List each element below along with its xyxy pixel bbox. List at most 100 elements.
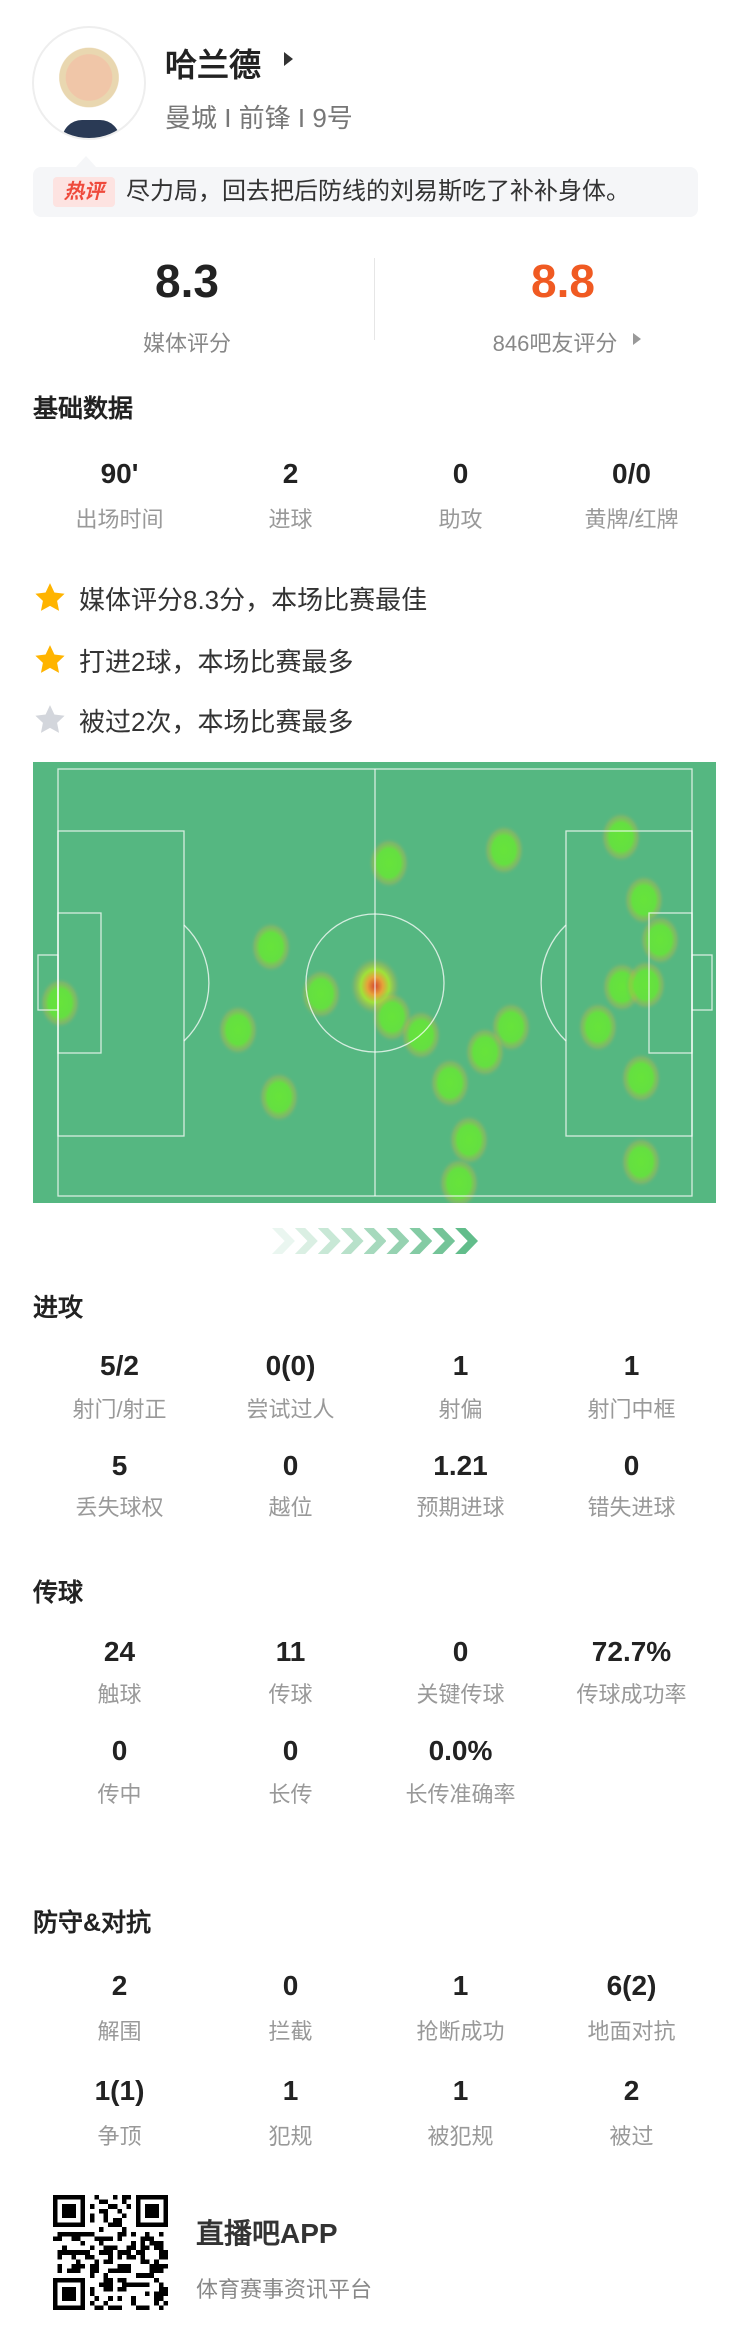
- stat-value: 0: [282, 1450, 299, 1481]
- fan-rating-link[interactable]: 846吧友评分: [492, 331, 618, 356]
- heat-blob: [577, 1001, 619, 1053]
- comment-pointer: [76, 156, 96, 167]
- left-penalty-box: [57, 830, 185, 1137]
- stat-value: 1: [282, 2075, 299, 2106]
- highlight-text: 被过2次，本场比赛最多: [79, 706, 354, 737]
- stat-value: 1: [623, 1350, 640, 1381]
- hot-comment-box[interactable]: [33, 167, 698, 217]
- chevron-right-icon: [294, 1228, 318, 1254]
- star-gold-icon: [35, 583, 65, 611]
- basic-section-title: 基础数据: [33, 395, 134, 423]
- heat-blob: [625, 959, 667, 1011]
- chevron-right-icon: [317, 1228, 341, 1254]
- stat-label: 犯规: [268, 2124, 313, 2149]
- heat-blob: [600, 811, 642, 863]
- player-name[interactable]: 哈兰德: [165, 47, 262, 83]
- stat-label: 地面对抗: [587, 2019, 676, 2044]
- stat-value: 0(0): [265, 1350, 316, 1381]
- defense-section-title: 防守&对抗: [33, 1909, 152, 1937]
- media-rating-label: 媒体评分: [142, 331, 231, 356]
- stat-label: 错失进球: [587, 1495, 676, 1520]
- right-penalty-arc: [540, 924, 567, 1042]
- stat-value: 1(1): [94, 2075, 145, 2106]
- heat-blob: [639, 914, 681, 966]
- stat-label: 被过: [609, 2124, 654, 2149]
- stat-label: 长传准确率: [405, 1782, 516, 1807]
- stat-label: 射门/射正: [72, 1397, 167, 1422]
- stat-value: 1: [452, 1350, 469, 1381]
- highlight-text: 打进2球，本场比赛最多: [79, 646, 354, 677]
- stat-label: 越位: [268, 1495, 313, 1520]
- stat-label: 尝试过人: [246, 1397, 335, 1422]
- stat-label: 传球: [268, 1682, 313, 1707]
- media-rating-value: 8.3: [155, 255, 219, 307]
- heat-blob: [620, 1052, 662, 1104]
- attack-section-title: 进攻: [33, 1294, 84, 1322]
- heat-blob: [464, 1026, 506, 1078]
- caret-right-icon[interactable]: [284, 52, 293, 66]
- heat-blob: [620, 1136, 662, 1188]
- chevron-right-icon: [272, 1228, 295, 1254]
- stat-value: 0: [452, 458, 469, 489]
- highlight-text: 媒体评分8.3分，本场比赛最佳: [79, 584, 428, 615]
- stat-value: 90': [100, 458, 139, 489]
- player-avatar[interactable]: [32, 26, 146, 140]
- stat-label: 传球成功率: [576, 1682, 687, 1707]
- heat-blob: [39, 977, 81, 1029]
- heat-blob: [217, 1004, 259, 1056]
- stat-value: 1.21: [433, 1450, 488, 1481]
- stat-value: 1: [452, 2075, 469, 2106]
- stat-value: 0: [452, 1636, 469, 1667]
- chevron-right-icon: [340, 1228, 364, 1254]
- pitch-lines: [37, 768, 713, 1203]
- stat-label: 射门中框: [587, 1397, 676, 1422]
- highlight-item: 媒体评分8.3分，本场比赛最佳: [33, 581, 427, 615]
- hot-comment-badge: 热评: [53, 177, 115, 207]
- stat-value: 11: [275, 1636, 306, 1667]
- stat-value: 0.0%: [428, 1735, 493, 1766]
- divider: [374, 258, 375, 340]
- hot-comment-text: 尽力局，回去把后防线的刘易斯吃了补补身体。: [126, 178, 630, 205]
- stat-value: 0: [111, 1735, 128, 1766]
- stat-value: 2: [623, 2075, 640, 2106]
- caret-right-icon[interactable]: [633, 333, 641, 345]
- stat-label: 解围: [97, 2019, 142, 2044]
- qr-code: [53, 2195, 168, 2310]
- heat-blob: [258, 1071, 300, 1123]
- heat-blob: [429, 1057, 471, 1109]
- stat-value: 24: [103, 1636, 136, 1667]
- stat-label: 关键传球: [416, 1682, 505, 1707]
- heat-blob: [438, 1157, 480, 1203]
- stat-label: 丢失球权: [75, 1495, 164, 1520]
- fan-rating-value: 8.8: [531, 255, 595, 307]
- heat-blob: [368, 837, 410, 889]
- heat-blob: [483, 824, 525, 876]
- stat-label: 预期进球: [416, 1495, 505, 1520]
- stat-value: 0: [282, 1970, 299, 2001]
- stat-value: 0: [282, 1735, 299, 1766]
- chevron-right-icon: [409, 1228, 433, 1254]
- app-name: 直播吧APP: [196, 2218, 338, 2249]
- left-penalty-arc: [183, 924, 210, 1042]
- stat-value: 1: [452, 1970, 469, 2001]
- stat-label: 助攻: [438, 507, 483, 532]
- stat-label: 抢断成功: [416, 2019, 505, 2044]
- stat-label: 出场时间: [75, 507, 164, 532]
- stat-label: 进球: [268, 507, 313, 532]
- player-subtitle: 曼城 I 前锋 I 9号: [165, 103, 353, 133]
- stat-label: 传中: [97, 1782, 142, 1807]
- stat-value: 2: [282, 458, 299, 489]
- passing-section-title: 传球: [33, 1579, 84, 1607]
- stat-label: 长传: [268, 1782, 313, 1807]
- chevron-right-icon: [455, 1228, 479, 1254]
- app-tagline: 体育赛事资讯平台: [196, 2277, 373, 2302]
- stat-label: 射偏: [438, 1397, 483, 1422]
- stat-value: 5/2: [100, 1350, 139, 1381]
- heat-blobs: [39, 811, 681, 1203]
- chevron-right-icon: [363, 1228, 387, 1254]
- heat-blob: [448, 1114, 490, 1166]
- right-goal: [691, 954, 713, 1011]
- heatmap-pitch: [33, 762, 716, 1203]
- star-silver-icon: [35, 705, 65, 733]
- stat-value: 0: [623, 1450, 640, 1481]
